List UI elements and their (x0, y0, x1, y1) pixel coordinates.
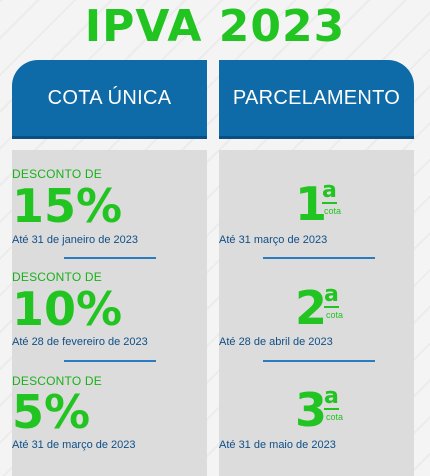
cota-unica-header: COTA ÚNICA (12, 60, 207, 139)
installment-unit: cota (326, 310, 344, 320)
installment-ordinal: 1 a cota (219, 178, 414, 238)
discount-value: 15% (12, 179, 123, 233)
divider (64, 257, 156, 259)
installment-number: 3 (295, 383, 328, 437)
discount-deadline: Até 31 de janeiro de 2023 (12, 234, 138, 246)
installment-ordinal-suffix: a (324, 384, 339, 410)
divider (263, 360, 375, 362)
installment-deadline: Até 31 março de 2023 (219, 234, 328, 246)
installment-unit: cota (324, 206, 342, 216)
discount-value: 10% (12, 282, 123, 336)
installment-ordinal-suffix: a (322, 178, 337, 204)
installment-number: 2 (295, 281, 328, 335)
installment-number: 1 (295, 177, 328, 231)
installment-ordinal: 3 a cota (219, 384, 414, 444)
cota-unica-panel: DESCONTO DE 15% Até 31 de janeiro de 202… (12, 150, 207, 476)
installment-deadline: Até 31 de maio de 2023 (219, 439, 336, 451)
discount-label: DESCONTO DE (12, 374, 102, 388)
parcelamento-header: PARCELAMENTO (219, 60, 414, 139)
installment-ordinal-suffix: a (324, 282, 339, 308)
discount-deadline: Até 31 de março de 2023 (12, 439, 136, 451)
divider (64, 360, 156, 362)
discount-label: DESCONTO DE (12, 270, 102, 284)
discount-label: DESCONTO DE (12, 167, 102, 181)
discount-deadline: Até 28 de fevereiro de 2023 (12, 336, 148, 348)
divider (263, 257, 375, 259)
page-title: IPVA 2023 (84, 1, 346, 52)
installment-deadline: Até 28 de abril de 2023 (219, 336, 333, 348)
installment-unit: cota (326, 412, 344, 422)
discount-value: 5% (12, 385, 91, 439)
cota-unica-column: COTA ÚNICA DESCONTO DE 15% Até 31 de jan… (12, 60, 207, 476)
parcelamento-panel: 1 a cota Até 31 março de 2023 2 a cota A… (219, 150, 414, 476)
installment-ordinal: 2 a cota (219, 282, 414, 342)
parcelamento-column: PARCELAMENTO 1 a cota Até 31 março de 20… (219, 60, 414, 476)
